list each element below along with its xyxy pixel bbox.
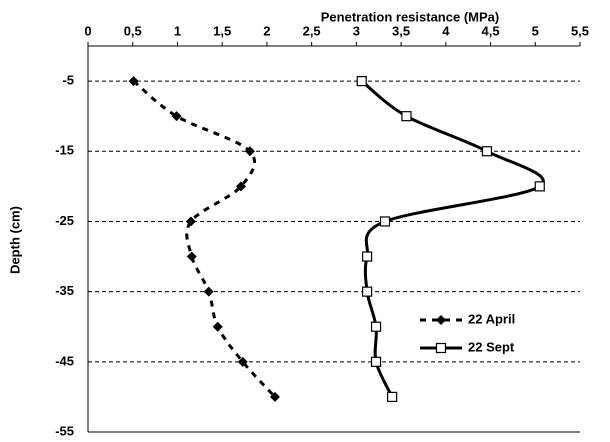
data-point xyxy=(212,321,223,332)
data-point xyxy=(237,356,248,367)
x-tick-label: 4 xyxy=(442,23,450,38)
data-point xyxy=(481,146,493,157)
series-line xyxy=(132,79,277,398)
x-tick-label: 1,5 xyxy=(213,23,231,38)
data-point xyxy=(185,216,196,227)
legend-marker xyxy=(435,342,447,354)
x-tick-label: 3,5 xyxy=(392,23,410,38)
data-point xyxy=(534,181,545,192)
data-point xyxy=(269,391,280,402)
data-point xyxy=(387,391,398,403)
data-point xyxy=(235,181,246,192)
y-axis-label: Depth (cm) xyxy=(7,206,22,274)
legend-label: 22 April xyxy=(468,311,515,326)
x-axis-label: Penetration resistance (MPa) xyxy=(321,9,499,24)
x-tick-label: 4,5 xyxy=(482,23,500,38)
data-point xyxy=(128,76,139,87)
series-line xyxy=(360,79,545,398)
y-tick-label: -25 xyxy=(55,213,74,228)
data-point xyxy=(370,321,382,332)
data-point xyxy=(379,216,391,227)
data-point xyxy=(244,146,255,157)
x-tick-label: 2 xyxy=(263,23,270,38)
data-point xyxy=(370,356,382,367)
x-tick-label: 1 xyxy=(174,23,181,38)
y-tick-label: -45 xyxy=(55,353,74,368)
y-tick-label: -5 xyxy=(62,73,74,88)
y-tick-label: -35 xyxy=(55,283,74,298)
data-point xyxy=(186,251,197,262)
x-tick-label: 5,5 xyxy=(571,23,589,38)
legend-label: 22 Sept xyxy=(468,339,515,354)
y-tick-label: -15 xyxy=(55,143,74,158)
data-point xyxy=(401,111,412,122)
legend-marker xyxy=(436,315,446,325)
x-tick-label: 0 xyxy=(84,23,91,38)
x-tick-label: 0,5 xyxy=(124,23,142,38)
x-tick-label: 2,5 xyxy=(303,23,321,38)
data-point xyxy=(361,286,373,297)
data-point xyxy=(361,251,373,262)
data-point xyxy=(356,75,367,87)
data-point xyxy=(171,111,182,122)
y-tick-label: -55 xyxy=(55,423,74,438)
x-tick-label: 5 xyxy=(532,23,539,38)
x-tick-label: 3 xyxy=(353,23,360,38)
data-point xyxy=(203,286,214,297)
